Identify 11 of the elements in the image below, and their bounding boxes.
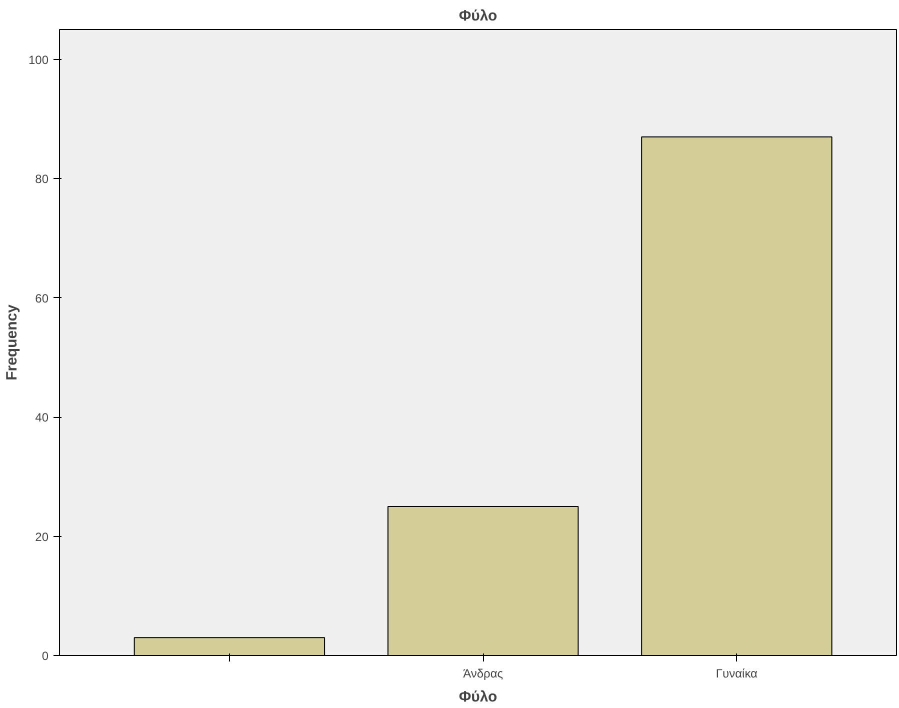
x-tick-label: Άνδρας [463, 666, 504, 680]
x-tick-label: Γυναίκα [716, 666, 758, 680]
y-tick-label: 80 [35, 172, 49, 186]
y-tick-label: 100 [28, 52, 49, 67]
y-axis-title: Frequency [3, 304, 20, 380]
y-tick-label: 0 [42, 649, 49, 663]
chart-title: Φύλο [458, 8, 498, 24]
x-axis-title: Φύλο [458, 688, 498, 706]
y-tick-label: 20 [35, 530, 49, 544]
y-tick-label: 40 [35, 410, 49, 425]
y-tick-label: 60 [35, 291, 49, 306]
